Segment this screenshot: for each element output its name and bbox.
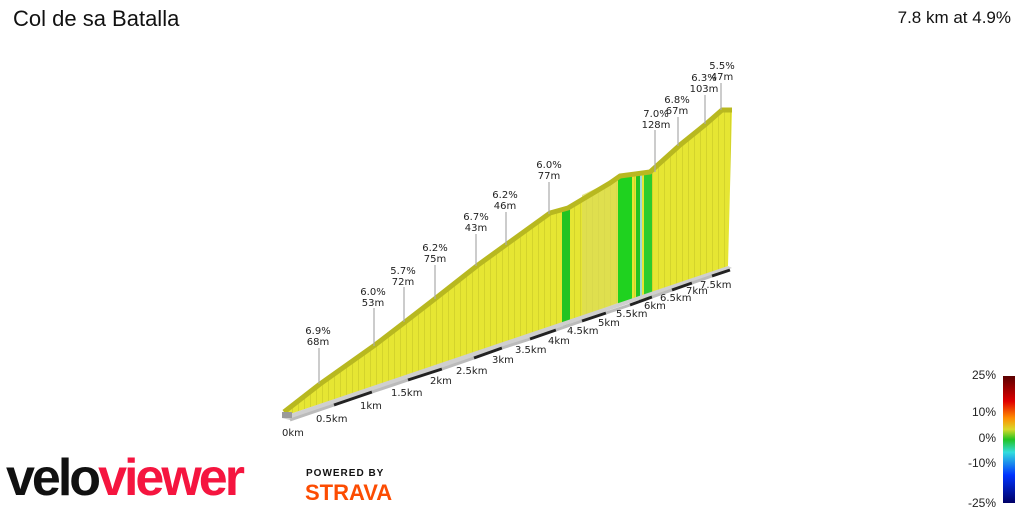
segment-7-gain: 77m — [538, 171, 560, 182]
segment-labels: 6.9% 68m 6.0% 53m 5.7% 72m 6.2% 75m 6.7%… — [305, 61, 734, 348]
segment-3-gradient: 5.7% — [390, 266, 415, 277]
tick-1-5km: 1.5km — [391, 388, 422, 399]
segment-4-gradient: 6.2% — [422, 243, 447, 254]
segment-11-gradient: 5.5% — [709, 61, 734, 72]
tick-4-5km: 4.5km — [567, 326, 598, 337]
tick-1km: 1km — [360, 401, 382, 412]
tick-2km: 2km — [430, 376, 452, 387]
tick-0-5km: 0.5km — [316, 414, 347, 425]
legend-label-minus10: -10% — [967, 456, 996, 470]
segment-9-gain: 67m — [666, 106, 688, 117]
segment-2-gain: 53m — [362, 298, 384, 309]
profile-face — [282, 107, 732, 420]
legend-label-10: 10% — [971, 405, 996, 419]
distance-axis — [289, 268, 731, 422]
segment-5-gradient: 6.7% — [463, 212, 488, 223]
flat-section-2 — [618, 174, 632, 304]
segment-2-gradient: 6.0% — [360, 287, 385, 298]
tick-7-5km: 7.5km — [700, 280, 731, 291]
veloviewer-logo: veloviewer — [6, 449, 245, 507]
segment-10-gradient: 6.3% — [691, 73, 716, 84]
tick-4km: 4km — [548, 336, 570, 347]
segment-leader-lines — [318, 83, 722, 384]
segment-1-gain: 68m — [307, 337, 329, 348]
tick-3-5km: 3.5km — [515, 345, 546, 356]
segment-8-gain: 128m — [642, 120, 671, 131]
segment-9-gradient: 6.8% — [664, 95, 689, 106]
distance-tick-labels: 0km 0.5km 1km 1.5km 2km 2.5km 3km 3.5km … — [282, 280, 731, 439]
tick-2-5km: 2.5km — [456, 366, 487, 377]
segment-8-gradient: 7.0% — [643, 109, 668, 120]
segment-7-gradient: 6.0% — [536, 160, 561, 171]
tick-6-5km: 6.5km — [660, 293, 691, 304]
logo-viewer: viewer — [98, 449, 245, 507]
segment-4-gain: 75m — [424, 254, 446, 265]
gradient-legend-bar — [1003, 376, 1015, 503]
segment-3-gain: 72m — [392, 277, 414, 288]
segment-6-gain: 46m — [494, 201, 516, 212]
tick-6km: 6km — [644, 301, 666, 312]
climb-summary: 7.8 km at 4.9% — [897, 8, 1011, 27]
powered-by-label: POWERED BY — [306, 468, 385, 479]
legend-label-minus25: -25% — [967, 496, 996, 510]
tick-5km: 5km — [598, 318, 620, 329]
climb-title: Col de sa Batalla — [13, 6, 180, 31]
segment-11-gain: 47m — [711, 72, 733, 83]
strava-logo: STRAVA — [305, 480, 393, 505]
flat-section-1 — [562, 208, 570, 326]
tick-3km: 3km — [492, 355, 514, 366]
tick-0km: 0km — [282, 428, 304, 439]
tick-7km: 7km — [686, 286, 708, 297]
segment-1-gradient: 6.9% — [305, 326, 330, 337]
legend-label-25: 25% — [971, 368, 996, 382]
segment-10-gain: 103m — [690, 84, 719, 95]
segment-5-gain: 43m — [465, 223, 487, 234]
logo-velo: velo — [6, 449, 101, 507]
segment-6-gradient: 6.2% — [492, 190, 517, 201]
legend-label-0: 0% — [978, 431, 996, 445]
tick-5-5km: 5.5km — [616, 309, 647, 320]
